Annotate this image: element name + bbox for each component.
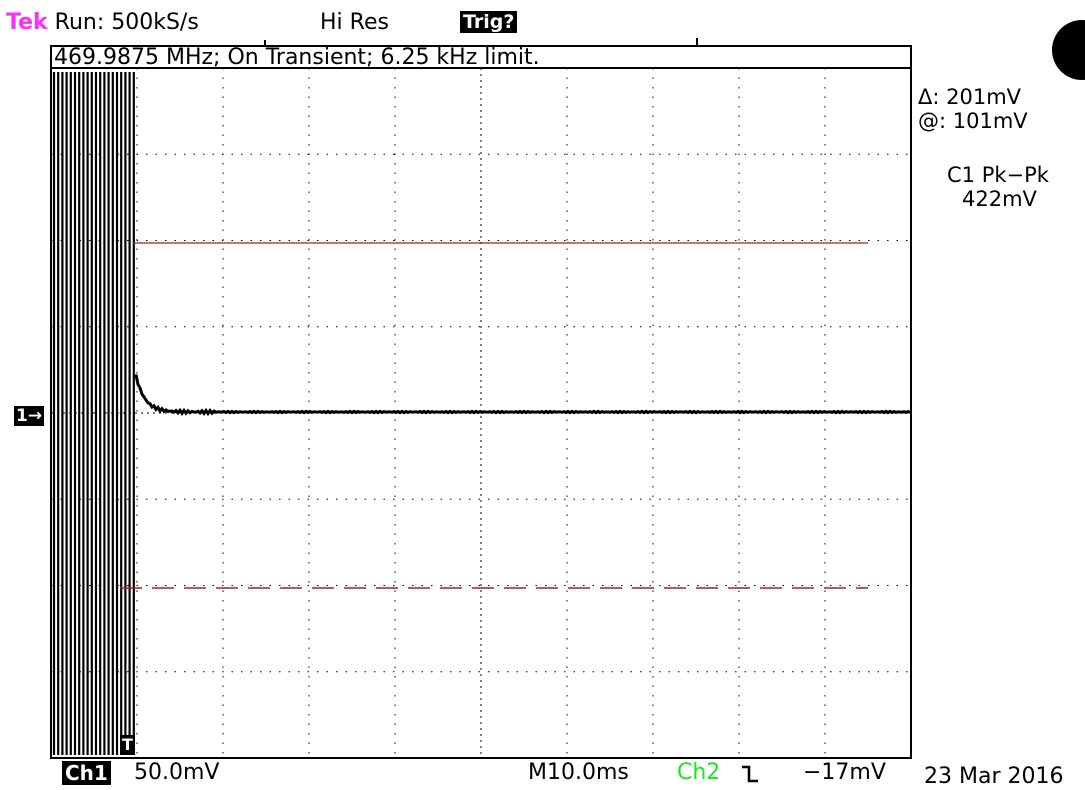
run-status: Run: 500kS/s	[54, 10, 199, 35]
trigger-level: −17mV	[803, 760, 886, 785]
status-bar: Tek Run: 500kS/s	[6, 10, 199, 36]
graticule-grid	[51, 68, 911, 758]
date-label: 23 Mar 2016	[924, 764, 1064, 789]
annotation-box	[50, 45, 912, 69]
measurement-label: C1 Pk−Pk	[947, 163, 1049, 187]
timebase: M10.0ms	[528, 760, 629, 785]
measurement-value: 422mV	[962, 187, 1037, 211]
ch1-scale: 50.0mV	[134, 760, 220, 785]
brand-label: Tek	[6, 10, 48, 35]
trigger-position-marker[interactable]: T	[120, 735, 135, 755]
trigger-status-badge: Trig?	[460, 11, 518, 33]
ch1-trace	[134, 374, 911, 417]
trigger-source: Ch2	[677, 760, 721, 785]
annotation-text: 469.9875 MHz; On Transient; 6.25 kHz lim…	[54, 45, 540, 70]
channel-1-marker[interactable]: 1→	[14, 406, 45, 426]
channel-1-label[interactable]: Ch1	[62, 761, 111, 785]
falling-edge-icon	[740, 764, 760, 788]
signal-burst	[52, 72, 135, 755]
cursor-position-readout: @: 101mV	[918, 109, 1028, 133]
acquisition-mode: Hi Res	[320, 10, 389, 35]
cursor-delta-readout: Δ: 201mV	[918, 85, 1022, 109]
